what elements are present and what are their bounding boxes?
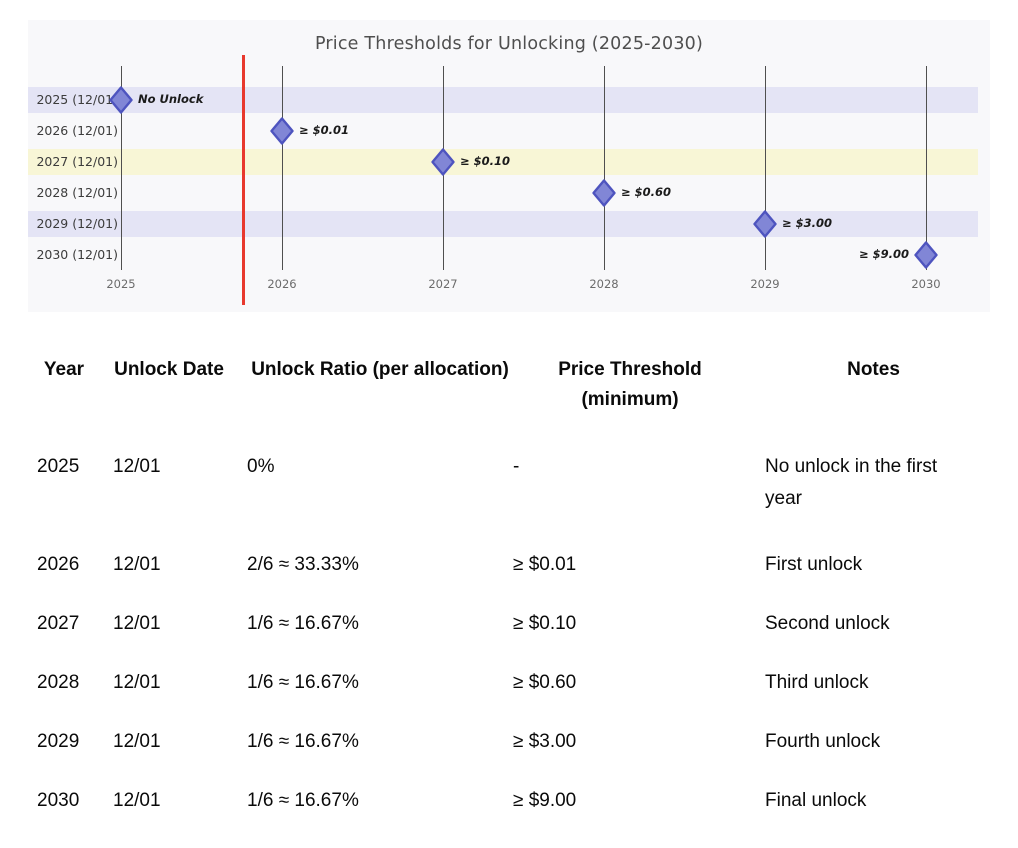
table-row: 2030 12/01 1/6 ≈ 16.67% ≥ $9.00 Final un… [37,785,997,844]
year-gridline [765,66,766,270]
diamond-marker [431,148,455,176]
point-annotation: ≥ $0.01 [299,123,350,137]
table-header-cell: Year [43,359,85,380]
unlock-date-cell: 12/01 [113,731,161,752]
notes-cell: Second unlock [765,613,890,634]
notes-cell: First unlock [765,554,863,575]
point-annotation: ≥ $0.10 [460,154,511,168]
notes-cell: Final unlock [765,790,867,811]
chart-row-stripe [28,87,978,113]
unlock-date-cell: 12/01 [113,613,161,634]
unlock-ratio-cell: 1/6 ≈ 16.67% [247,672,359,693]
year-cell: 2030 [37,790,80,811]
chart-row-label: 2025 (12/01) [36,92,118,107]
year-gridline [604,66,605,270]
unlock-ratio-cell: 0% [247,456,275,477]
year-cell: 2025 [37,456,80,477]
unlock-date-cell: 12/01 [113,790,161,811]
unlock-date-cell: 12/01 [113,456,161,477]
chart-row-stripe [28,149,978,175]
chart-title: Price Thresholds for Unlocking (2025-203… [314,34,704,54]
x-tick-label: 2030 [911,277,941,291]
diamond-marker [270,117,294,145]
diamond-marker [592,179,616,207]
chart-row-label: 2028 (12/01) [36,185,118,200]
diamond-marker [753,210,777,238]
x-tick-label: 2025 [106,277,136,291]
point-annotation: ≥ $9.00 [858,247,909,261]
chart-row-label: 2026 (12/01) [36,123,118,138]
chart-row-label: 2029 (12/01) [36,216,118,231]
price-threshold-cell: ≥ $3.00 [513,731,577,752]
table-row: 2028 12/01 1/6 ≈ 16.67% ≥ $0.60 Third un… [37,667,997,726]
notes-cell: No unlock in the first year [765,456,938,509]
table-row: 2029 12/01 1/6 ≈ 16.67% ≥ $3.00 Fourth u… [37,726,997,785]
unlock-ratio-cell: 1/6 ≈ 16.67% [247,613,359,634]
table-row: 2027 12/01 1/6 ≈ 16.67% ≥ $0.10 Second u… [37,608,997,667]
x-tick-label: 2029 [750,277,780,291]
price-thresholds-chart: Price Thresholds for Unlocking (2025-203… [28,20,990,312]
price-threshold-cell: ≥ $9.00 [513,790,577,811]
year-cell: 2026 [37,554,80,575]
table-header-cell: Notes [847,359,900,380]
threshold-start-line [242,55,245,305]
year-cell: 2028 [37,672,80,693]
diamond-marker [109,86,133,114]
chart-row-label: 2030 (12/01) [36,247,118,262]
diamond-marker [914,241,938,269]
unlock-ratio-cell: 1/6 ≈ 16.67% [247,790,359,811]
table-row: 2025 12/01 0% - No unlock in the first y… [37,451,997,549]
unlock-schedule-table: Year Unlock Date Unlock Ratio (per allocat… [37,355,997,844]
point-annotation: ≥ $3.00 [782,216,833,230]
year-cell: 2029 [37,731,80,752]
unlock-ratio-cell: 1/6 ≈ 16.67% [247,731,359,752]
chart-row-stripe [28,242,978,268]
year-gridline [121,66,122,270]
chart-row-stripe [28,180,978,206]
table-header-cell: Price Threshold (minimum) [558,359,702,410]
chart-row-stripe [28,118,978,144]
year-cell: 2027 [37,613,80,634]
x-tick-label: 2027 [428,277,458,291]
year-gridline [926,66,927,270]
price-threshold-cell: - [513,456,520,477]
point-annotation: No Unlock [138,92,204,106]
table-header-cell: Unlock Date [114,359,224,380]
table-header-cell: Unlock Ratio (per allocation) [251,359,509,380]
point-annotation: ≥ $0.60 [621,185,672,199]
unlock-date-cell: 12/01 [113,554,161,575]
chart-row-label: 2027 (12/01) [36,154,118,169]
x-tick-label: 2026 [267,277,297,291]
price-threshold-cell: ≥ $0.60 [513,672,577,693]
year-gridline [282,66,283,270]
price-threshold-cell: ≥ $0.10 [513,613,577,634]
price-threshold-cell: ≥ $0.01 [513,554,577,575]
table-header-row: Year Unlock Date Unlock Ratio (per allocat… [37,355,997,451]
chart-row-stripe [28,211,978,237]
x-tick-label: 2028 [589,277,619,291]
table-row: 2026 12/01 2/6 ≈ 33.33% ≥ $0.01 First un… [37,549,997,608]
unlock-ratio-cell: 2/6 ≈ 33.33% [247,554,359,575]
notes-cell: Fourth unlock [765,731,881,752]
notes-cell: Third unlock [765,672,869,693]
unlock-date-cell: 12/01 [113,672,161,693]
